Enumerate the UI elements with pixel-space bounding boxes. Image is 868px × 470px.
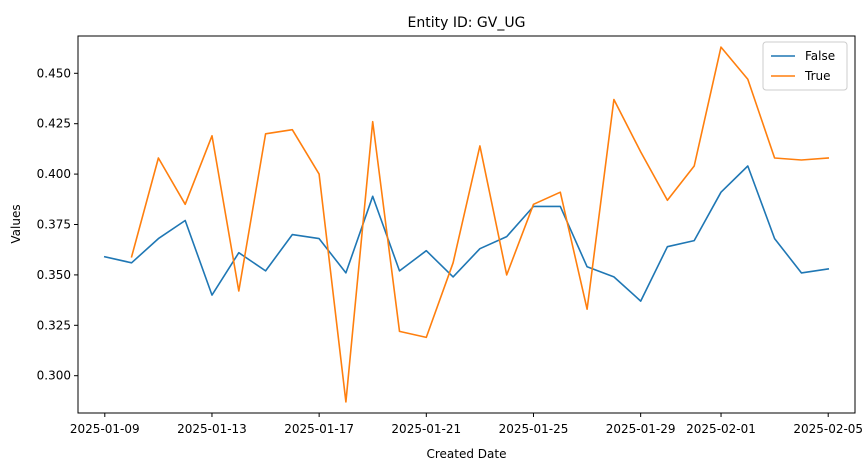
y-tick-label: 0.425 — [37, 117, 71, 131]
x-tick-label: 2025-01-21 — [391, 422, 461, 436]
y-tick-label: 0.300 — [37, 369, 71, 383]
series-line-false — [103, 165, 830, 302]
y-tick-label: 0.450 — [37, 66, 71, 80]
legend-box — [762, 41, 848, 91]
y-tick-label: 0.350 — [37, 268, 71, 282]
series-line-true — [130, 46, 830, 403]
y-tick-label: 0.375 — [37, 218, 71, 232]
x-tick-label: 2025-01-09 — [70, 422, 140, 436]
y-axis-title: Values — [9, 204, 23, 243]
y-tick-label: 0.400 — [37, 167, 71, 181]
x-axis: 2025-01-09 2025-01-13 2025-01-17 2025-01-21… — [70, 413, 863, 436]
x-tick-label: 2025-02-05 — [793, 422, 863, 436]
x-tick-label: 2025-01-17 — [284, 422, 354, 436]
y-tick-label: 0.325 — [37, 318, 71, 332]
y-axis: 0.300 0.325 0.350 0.375 0.400 0.425 0.450 — [37, 66, 78, 383]
series-layer — [103, 46, 830, 403]
chart-title: Entity ID: GV_UG — [408, 15, 526, 31]
x-tick-label: 2025-02-01 — [686, 422, 756, 436]
plot-frame — [77, 35, 856, 414]
x-tick-label: 2025-01-25 — [499, 422, 569, 436]
x-tick-label: 2025-01-13 — [177, 422, 247, 436]
legend-label-false: False — [805, 49, 835, 63]
legend: False True — [762, 41, 848, 91]
x-tick-label: 2025-01-29 — [606, 422, 676, 436]
legend-label-true: True — [804, 69, 831, 83]
x-axis-title: Created Date — [427, 447, 507, 461]
plot-area — [77, 35, 856, 414]
